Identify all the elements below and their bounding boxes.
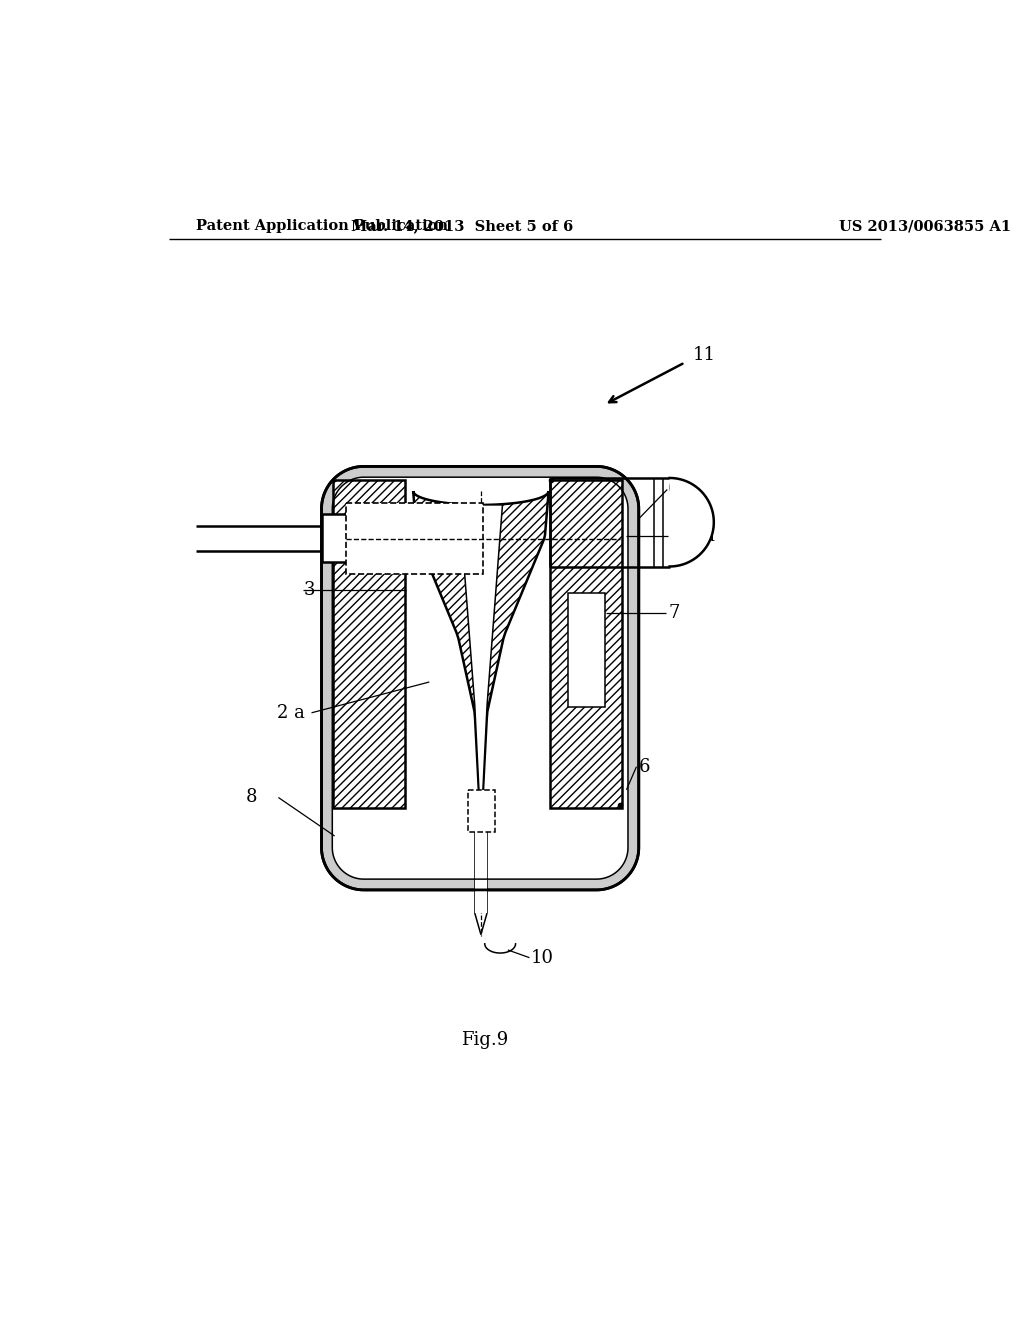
Text: Mar. 14, 2013  Sheet 5 of 6: Mar. 14, 2013 Sheet 5 of 6 <box>350 219 572 234</box>
Polygon shape <box>333 478 628 879</box>
Bar <box>475 832 487 913</box>
Bar <box>322 515 351 562</box>
Polygon shape <box>322 466 639 890</box>
Text: 11: 11 <box>692 346 716 364</box>
Text: 3: 3 <box>304 581 315 598</box>
Text: 2 a: 2 a <box>276 704 305 722</box>
Text: 8: 8 <box>246 788 258 807</box>
Text: Patent Application Publication: Patent Application Publication <box>196 219 449 234</box>
Bar <box>346 503 483 574</box>
Polygon shape <box>413 491 549 830</box>
Text: 10: 10 <box>531 949 554 966</box>
Polygon shape <box>460 506 503 830</box>
Bar <box>568 594 605 708</box>
Bar <box>550 480 622 808</box>
Bar <box>468 789 495 832</box>
Text: 6: 6 <box>639 758 650 776</box>
Text: Fig.9: Fig.9 <box>461 1031 508 1049</box>
Text: 6: 6 <box>668 480 680 499</box>
Polygon shape <box>670 478 714 566</box>
Text: 4, 4a: 4, 4a <box>670 527 715 545</box>
Bar <box>333 480 404 808</box>
Text: 7: 7 <box>668 603 679 622</box>
Text: US 2013/0063855 A1: US 2013/0063855 A1 <box>839 219 1011 234</box>
